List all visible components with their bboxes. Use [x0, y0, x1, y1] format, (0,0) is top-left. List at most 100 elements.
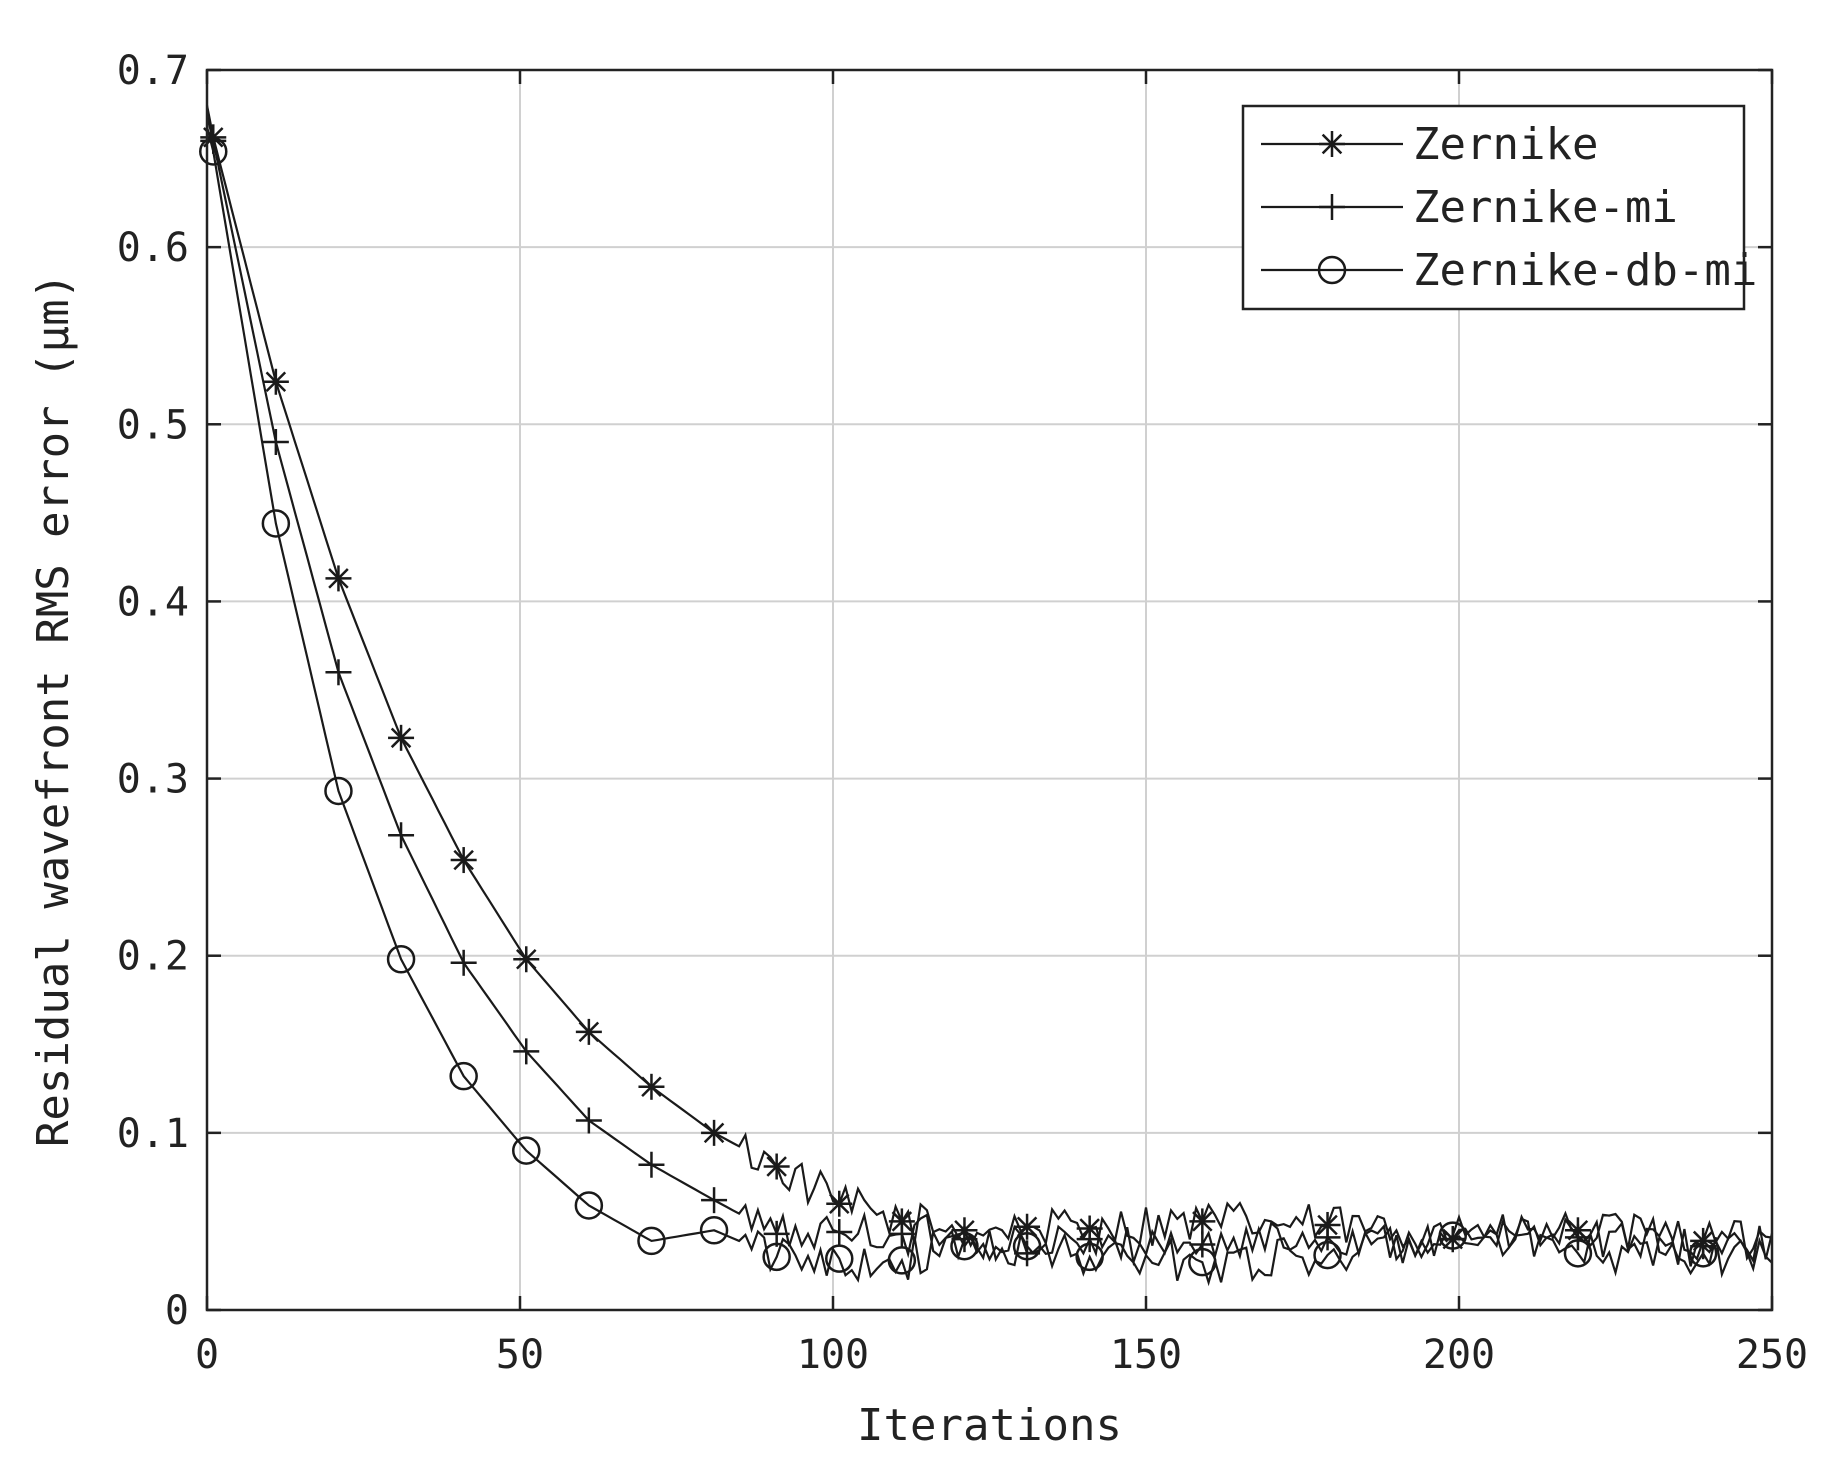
circle-marker-shape: [1688, 1239, 1718, 1268]
circle-marker-shape: [1012, 1231, 1042, 1261]
plus-marker: [763, 1220, 790, 1247]
plus-marker: [826, 1219, 853, 1246]
y-tick-label: 0: [165, 1288, 189, 1334]
y-tick-label: 0.6: [117, 225, 189, 271]
plus-marker: [1189, 1231, 1216, 1258]
circle-marker: [1563, 1239, 1593, 1268]
circle-marker: [1012, 1231, 1042, 1261]
plus-marker: [1076, 1226, 1103, 1253]
plus-marker: [450, 949, 477, 976]
asterisk-marker-d2: [390, 727, 412, 749]
legend-label: Zernike-mi: [1413, 182, 1678, 233]
asterisk-marker-d2: [829, 1193, 850, 1214]
x-tick-label: 50: [496, 1332, 544, 1378]
y-tick-label: 0.5: [117, 402, 189, 448]
y-tick-label: 0.1: [117, 1111, 189, 1157]
asterisk-marker: [638, 1073, 665, 1100]
circle-marker-shape: [1188, 1247, 1217, 1277]
asterisk-marker: [575, 1018, 602, 1045]
plus-marker: [1014, 1240, 1041, 1267]
asterisk-marker: [450, 847, 477, 874]
circle-marker-shape: [512, 1136, 541, 1165]
asterisk-marker-d2: [1192, 1211, 1213, 1232]
circle-marker: [1313, 1240, 1342, 1270]
plus-marker: [1690, 1233, 1717, 1260]
circle-marker-shape: [825, 1244, 854, 1273]
ticks: 0 50 100 150 200 250 0 0.1 0.2 0.3 0.4 0.5 0.6 0.7: [117, 48, 1808, 1378]
circle-marker-shape: [1438, 1221, 1467, 1250]
x-tick-label: 150: [1110, 1332, 1182, 1378]
plus-marker: [388, 822, 415, 849]
x-tick-label: 100: [797, 1332, 869, 1378]
circle-marker: [1188, 1247, 1217, 1277]
plus-marker: [325, 659, 352, 686]
x-tick-label: 250: [1736, 1332, 1808, 1378]
marker-layer: [199, 124, 1718, 1277]
circle-marker: [887, 1246, 917, 1275]
plus-marker: [575, 1107, 602, 1134]
circle-marker-shape: [887, 1246, 917, 1275]
series-line-1: [205, 115, 1774, 1267]
circle-marker-shape: [1313, 1240, 1342, 1270]
circle-marker-shape: [1075, 1242, 1104, 1272]
y-tick-label: 0.4: [117, 579, 189, 625]
asterisk-marker: [701, 1119, 728, 1146]
legend: Zernike Zernike-mi Zernike-db-mi: [1241, 104, 1757, 311]
asterisk-marker: [1319, 131, 1345, 157]
circle-marker: [1688, 1239, 1718, 1268]
circle-marker-shape: [699, 1216, 729, 1245]
circle-marker: [637, 1226, 666, 1256]
asterisk-marker-d2: [516, 949, 537, 970]
y-tick-label: 0.2: [117, 934, 189, 980]
legend-label: Zernike: [1413, 119, 1598, 170]
circle-marker: [699, 1216, 729, 1245]
circle-marker-shape: [199, 137, 228, 166]
asterisk-marker: [1189, 1208, 1216, 1235]
series-layer: [205, 105, 1774, 1287]
x-tick-label: 200: [1423, 1332, 1495, 1378]
circle-marker: [762, 1242, 791, 1272]
plus-marker: [513, 1038, 540, 1065]
asterisk-marker: [262, 368, 289, 395]
plus-marker: [262, 429, 289, 455]
plot-frame: [205, 68, 1774, 1312]
plus-marker: [701, 1187, 728, 1214]
asterisk-marker: [325, 565, 352, 592]
plus-marker: [888, 1220, 915, 1247]
asterisk-marker-d2: [578, 1021, 600, 1043]
circle-marker: [574, 1191, 604, 1220]
plus-marker: [1314, 1224, 1341, 1251]
y-tick-label: 0.7: [117, 48, 189, 94]
circle-marker-shape: [449, 1061, 478, 1091]
x-tick-label: 0: [195, 1332, 219, 1378]
plus-marker: [638, 1151, 665, 1178]
circle-marker-shape: [762, 1242, 791, 1272]
circle-marker: [261, 509, 291, 538]
y-axis-label: Residual wavefront RMS error (μm): [28, 273, 79, 1147]
asterisk-marker-d2: [328, 568, 349, 589]
circle-marker-shape: [574, 1191, 604, 1220]
asterisk-marker: [388, 724, 415, 751]
asterisk-marker-d2: [641, 1076, 662, 1098]
asterisk-marker: [1014, 1213, 1041, 1240]
circle-marker-shape: [1563, 1239, 1593, 1268]
circle-marker-shape: [324, 776, 353, 806]
circle-marker: [1317, 255, 1347, 285]
asterisk-marker-d2: [453, 849, 474, 871]
circle-marker: [386, 945, 416, 974]
y-tick-label: 0.3: [117, 757, 189, 803]
circle-marker: [825, 1244, 854, 1273]
asterisk-marker-d2: [1016, 1216, 1038, 1237]
x-axis-label: Iterations: [857, 1400, 1122, 1451]
asterisk-marker: [513, 946, 540, 973]
asterisk-marker: [763, 1153, 790, 1180]
plus-marker: [951, 1226, 978, 1253]
circle-marker-shape: [386, 945, 416, 974]
circle-marker: [1438, 1221, 1467, 1250]
circle-marker: [512, 1136, 541, 1165]
asterisk-marker-d2: [265, 371, 287, 393]
circle-marker: [449, 1061, 478, 1091]
asterisk-marker-d2: [766, 1156, 787, 1177]
